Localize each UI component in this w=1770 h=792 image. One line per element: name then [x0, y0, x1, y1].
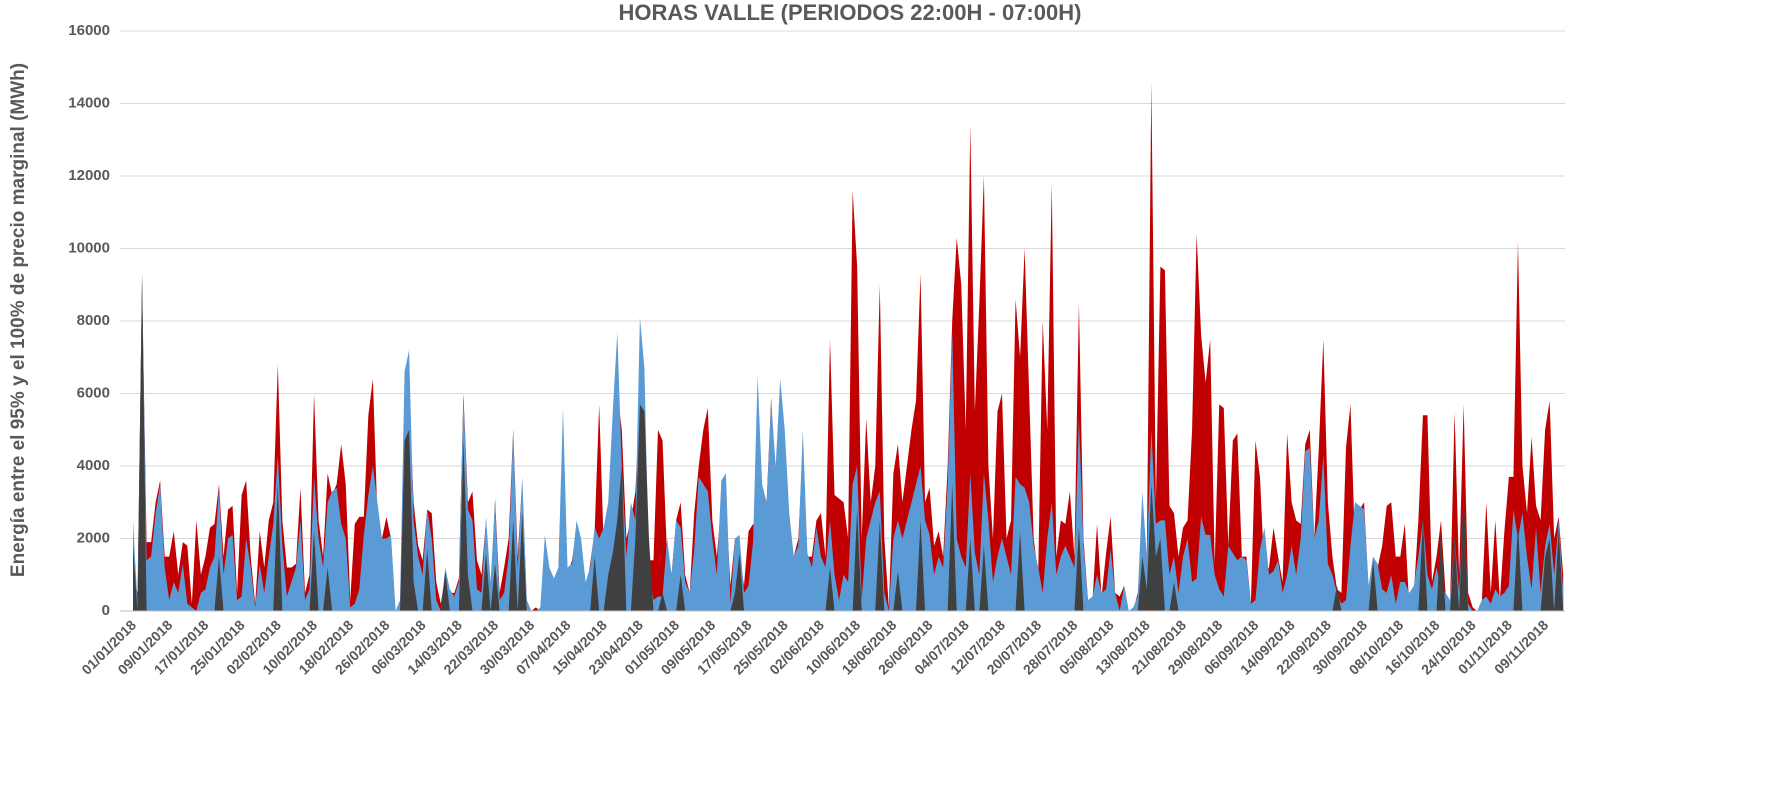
area-series — [133, 81, 1564, 611]
y-tick-label: 14000 — [68, 94, 110, 111]
y-tick-label: 4000 — [77, 457, 110, 474]
y-tick-label: 6000 — [77, 384, 110, 401]
y-axis-label: Energía entre el 95% y el 100% de precio… — [8, 63, 29, 577]
y-tick-label: 16000 — [68, 22, 110, 39]
y-tick-label: 0 — [102, 602, 110, 619]
area-series — [133, 273, 1564, 611]
y-tick-label: 2000 — [77, 529, 110, 546]
y-tick-label: 8000 — [77, 312, 110, 329]
y-tick-label: 10000 — [68, 239, 110, 256]
chart-title: HORAS VALLE (PERIODOS 22:00H - 07:00H) — [619, 0, 1082, 25]
y-tick-label: 12000 — [68, 167, 110, 184]
